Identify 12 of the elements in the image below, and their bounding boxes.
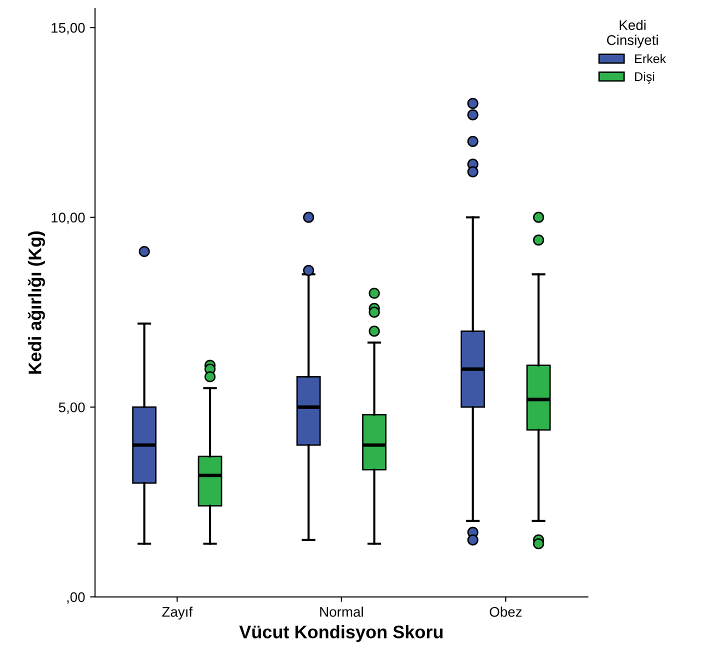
y-tick-label: 5,00 <box>58 402 85 414</box>
x-axis-title: Vücut Kondisyon Skoru <box>239 625 443 642</box>
legend-label: Dişi <box>635 72 654 84</box>
x-tick-label: Zayıf <box>162 606 193 620</box>
y-axis-title: Kedi ağırlığı (Kg) <box>28 231 46 374</box>
x-tick-label: Normal <box>320 606 363 617</box>
legend-title: Kedi Cinsiyeti <box>607 20 658 48</box>
y-tick-label: 15,00 <box>52 22 85 34</box>
y-tick-label: 10,00 <box>52 212 85 224</box>
x-tick-label: Obez <box>490 606 522 617</box>
y-tick-label: ,00 <box>67 592 85 604</box>
legend-label: Erkek <box>635 54 666 64</box>
